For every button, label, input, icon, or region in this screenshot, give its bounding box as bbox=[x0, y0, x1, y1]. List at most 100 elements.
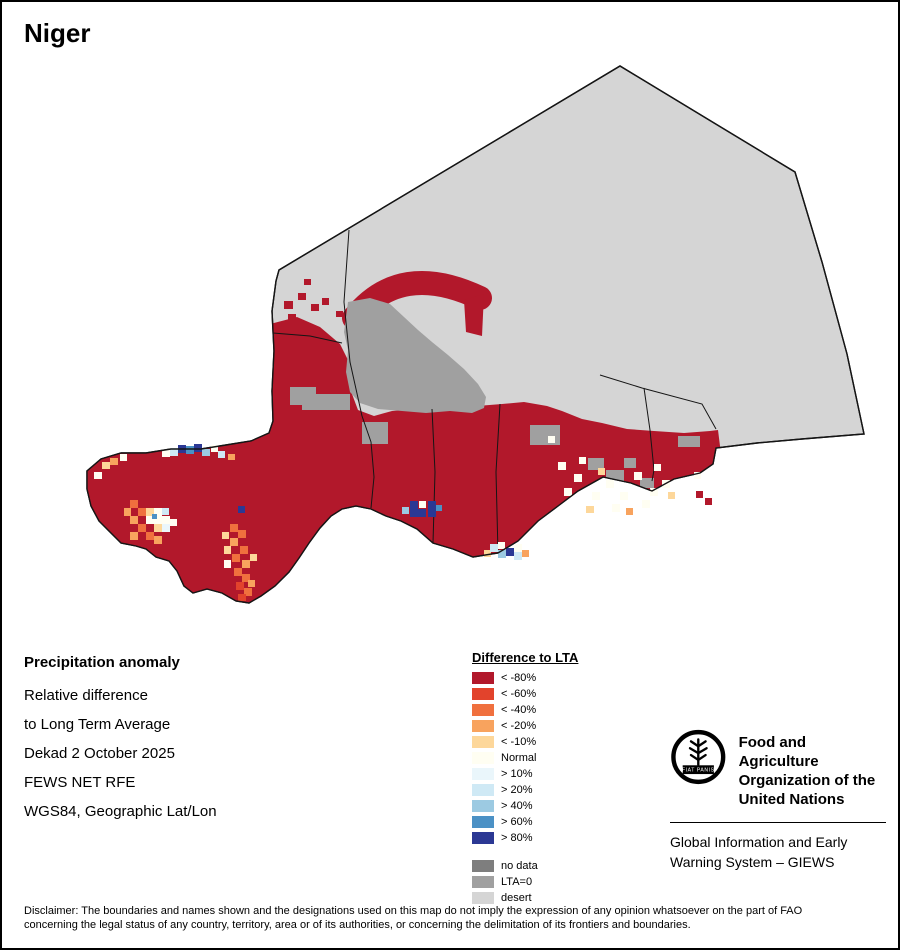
anomaly-cell bbox=[620, 492, 628, 500]
map-info-block: Precipitation anomaly Relative differenc… bbox=[24, 654, 217, 832]
country-outline bbox=[86, 65, 865, 604]
legend-label: > 20% bbox=[501, 784, 533, 796]
legend-label: Normal bbox=[501, 752, 537, 764]
anomaly-cell bbox=[694, 472, 701, 479]
legend-label: > 80% bbox=[501, 832, 533, 844]
legend-item: desert bbox=[472, 892, 578, 904]
fao-logo-row: FIAT PANIS Food and Agriculture Organiza… bbox=[670, 728, 886, 809]
anomaly-cell bbox=[322, 298, 329, 305]
legend-item: > 40% bbox=[472, 800, 578, 812]
anomaly-cell bbox=[564, 488, 572, 496]
giews-line: Warning System – GIEWS bbox=[670, 854, 835, 870]
anomaly-cell bbox=[626, 508, 633, 515]
anomaly-cell bbox=[498, 550, 506, 558]
anomaly-cell bbox=[498, 542, 505, 549]
anomaly-cell bbox=[244, 588, 252, 596]
legend-title: Difference to LTA bbox=[472, 650, 579, 665]
anomaly-cell bbox=[436, 505, 442, 511]
legend-label: no data bbox=[501, 860, 538, 872]
anomaly-cell bbox=[418, 509, 426, 517]
anomaly-cell bbox=[298, 293, 306, 300]
anomaly-cell bbox=[484, 550, 491, 557]
anomaly-cell bbox=[514, 552, 522, 560]
niger-precipitation-map bbox=[86, 65, 865, 604]
anomaly-cell bbox=[154, 508, 162, 516]
anomaly-cell bbox=[194, 444, 202, 452]
anomaly-cell bbox=[592, 492, 600, 500]
anomaly-cell bbox=[288, 314, 296, 321]
legend-label: > 40% bbox=[501, 800, 533, 812]
anomaly-cell bbox=[650, 488, 658, 496]
anomaly-cell bbox=[428, 501, 436, 509]
anomaly-cell bbox=[218, 451, 225, 458]
lta-zero-patches bbox=[290, 387, 700, 488]
anomaly-cell bbox=[490, 544, 498, 552]
anomaly-cell bbox=[428, 509, 436, 517]
anomaly-cell bbox=[124, 508, 131, 516]
admin-boundaries bbox=[272, 229, 717, 554]
anomaly-cell bbox=[230, 524, 238, 532]
legend-swatch bbox=[472, 816, 494, 828]
giews-name: Global Information and Early Warning Sys… bbox=[670, 832, 886, 872]
anomaly-cell bbox=[170, 448, 178, 456]
anomaly-cell bbox=[138, 508, 146, 516]
anomaly-cell bbox=[102, 462, 110, 469]
anomaly-cell bbox=[162, 508, 169, 515]
anomaly-cell bbox=[130, 516, 138, 524]
anomaly-cell bbox=[419, 501, 426, 508]
page-title: Niger bbox=[24, 18, 91, 48]
legend-gap bbox=[472, 848, 578, 860]
info-line: Dekad 2 October 2025 bbox=[24, 745, 175, 762]
anomaly-cell bbox=[232, 554, 240, 562]
legend-swatch bbox=[472, 876, 494, 888]
anomaly-cell bbox=[162, 524, 170, 532]
anomaly-cell bbox=[242, 574, 250, 582]
anomaly-cell bbox=[146, 516, 154, 524]
info-line: WGS84, Geographic Lat/Lon bbox=[24, 803, 217, 820]
fao-org-line: Organization of the bbox=[738, 772, 876, 789]
anomaly-cell bbox=[612, 504, 620, 512]
anomaly-cell bbox=[234, 568, 242, 576]
anomaly-cell bbox=[506, 548, 514, 556]
legend-item: > 20% bbox=[472, 784, 578, 796]
info-line: Relative difference bbox=[24, 687, 148, 704]
anomaly-cell bbox=[606, 480, 614, 488]
fao-motto-text: FIAT PANIS bbox=[682, 768, 715, 774]
anomaly-cell bbox=[574, 474, 582, 482]
anomaly-cell bbox=[410, 501, 418, 509]
anomaly-cell bbox=[110, 458, 118, 465]
anomaly-cell bbox=[238, 506, 245, 513]
anomaly-cell bbox=[138, 524, 146, 532]
anomaly-cell bbox=[248, 580, 255, 587]
anomaly-cell bbox=[170, 519, 177, 526]
anomaly-cell bbox=[130, 532, 138, 540]
anomaly-cell bbox=[228, 454, 235, 460]
legend-label: LTA=0 bbox=[501, 876, 533, 888]
legend-item: < -60% bbox=[472, 688, 578, 700]
fao-block: FIAT PANIS Food and Agriculture Organiza… bbox=[670, 728, 886, 872]
fao-org-name: Food and Agriculture Organization of the… bbox=[739, 728, 886, 809]
disclaimer-line: Disclaimer: The boundaries and names sho… bbox=[24, 905, 803, 917]
anomaly-cell bbox=[186, 446, 194, 454]
anomaly-cell bbox=[336, 311, 343, 317]
anomaly-cell bbox=[558, 462, 566, 470]
legend-label: < -10% bbox=[501, 736, 537, 748]
info-heading: Precipitation anomaly bbox=[24, 654, 180, 671]
anomaly-cell bbox=[146, 532, 154, 540]
legend-item: > 60% bbox=[472, 816, 578, 828]
legend-swatch bbox=[472, 768, 494, 780]
info-line: to Long Term Average bbox=[24, 716, 171, 733]
legend-label: < -60% bbox=[501, 688, 537, 700]
anomaly-cell bbox=[154, 524, 162, 532]
anomaly-cell bbox=[224, 560, 231, 568]
fao-motto-ribbon bbox=[682, 765, 714, 775]
legend-swatch bbox=[472, 832, 494, 844]
disclaimer-line: concerning the legal status of any count… bbox=[24, 918, 691, 931]
anomaly-cell bbox=[705, 498, 712, 505]
legend-label: desert bbox=[501, 892, 532, 904]
anomaly-cell bbox=[222, 532, 229, 539]
anomaly-cell bbox=[668, 492, 675, 499]
legend-swatch bbox=[472, 672, 494, 684]
legend-label: < -80% bbox=[501, 672, 537, 684]
deficit-arc-hook bbox=[464, 294, 484, 336]
